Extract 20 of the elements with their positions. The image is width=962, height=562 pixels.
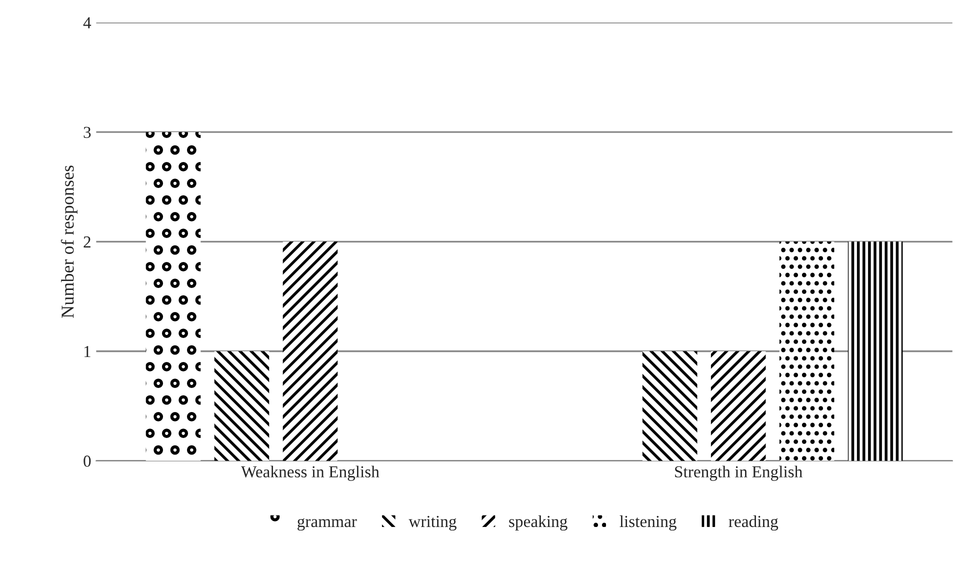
legend-label: grammar <box>298 518 357 531</box>
y-tick-label: 3 <box>84 126 91 138</box>
bar <box>214 351 270 461</box>
x-tick-label: Strength in English <box>675 466 802 481</box>
legend-label: writing <box>408 516 456 531</box>
y-tick-label: 1 <box>84 346 90 358</box>
y-tick-label: 4 <box>83 17 92 28</box>
x-tick-label: Weakness in English <box>241 466 380 481</box>
bar <box>146 132 201 461</box>
legend-label: reading <box>728 515 778 531</box>
legend-label: listening <box>620 515 676 531</box>
y-tick-label: 0 <box>84 456 91 467</box>
bar <box>779 242 834 461</box>
legend-label: speaking <box>509 515 568 531</box>
bar <box>848 242 903 461</box>
bar <box>710 351 766 461</box>
bar <box>642 351 698 461</box>
y-axis-title: Number of responses <box>60 166 78 318</box>
y-tick-label: 2 <box>84 236 90 248</box>
bar <box>282 242 338 461</box>
